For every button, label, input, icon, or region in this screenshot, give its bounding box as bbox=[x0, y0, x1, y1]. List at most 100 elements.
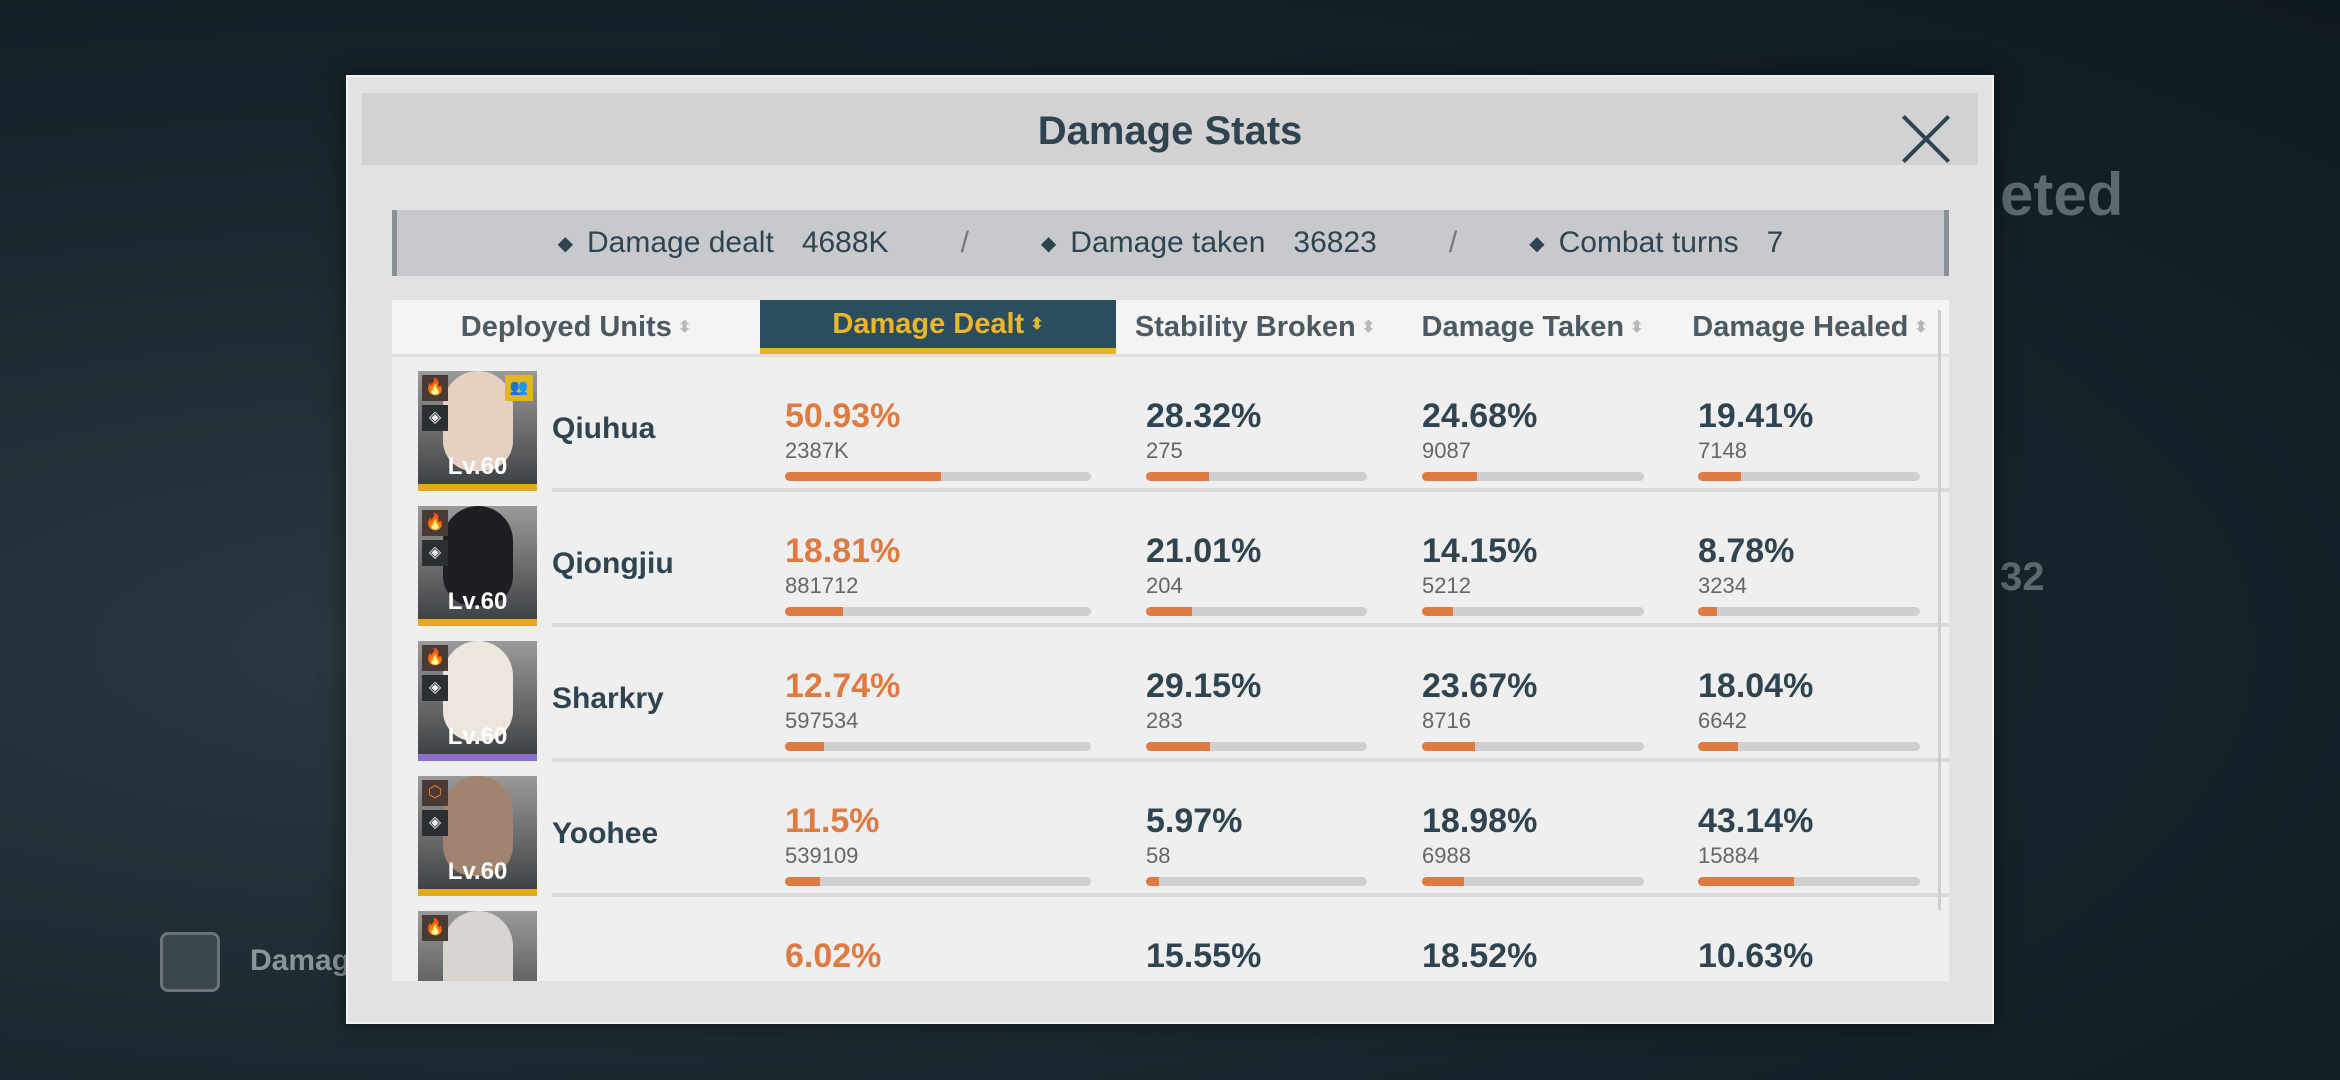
stat-bar-fill bbox=[1422, 472, 1477, 481]
stat-value: 275 bbox=[1146, 438, 1183, 463]
portrait bbox=[443, 911, 513, 981]
stat-bar-fill bbox=[785, 742, 824, 751]
summary-damage-dealt: ◆ Damage dealt 4688K bbox=[558, 226, 889, 260]
stat-bar-fill bbox=[1422, 877, 1465, 886]
table-row[interactable]: 🔥 6.02% 15.55% 18.52% 10.63% bbox=[392, 897, 1949, 981]
summary-bar: ◆ Damage dealt 4688K / ◆ Damage taken 36823 … bbox=[392, 210, 1949, 276]
stat-cell: 15.55% bbox=[1146, 937, 1367, 981]
close-icon[interactable] bbox=[1898, 111, 1954, 167]
unit-list[interactable]: 🔥 ◈ 👥 Lv.60 Qiuhua 50.93% 2387K 28.32% 275 … bbox=[392, 357, 1949, 981]
unit-avatar: 🔥 bbox=[418, 911, 537, 981]
column-label: Stability Broken bbox=[1134, 310, 1356, 343]
stat-cell: 6.02% bbox=[785, 937, 1091, 981]
summary-damage-taken: ◆ Damage taken 36823 bbox=[1041, 226, 1377, 260]
stat-bar bbox=[785, 607, 1091, 616]
stat-value: 5212 bbox=[1422, 573, 1471, 598]
column-stability-broken[interactable]: Stability Broken ⬍ bbox=[1116, 300, 1394, 354]
class-diamond-icon: ◈ bbox=[422, 405, 448, 431]
stat-value: 881712 bbox=[785, 573, 859, 598]
stat-bar-fill bbox=[785, 607, 843, 616]
background-stat-text: 32 bbox=[2000, 555, 2045, 599]
modal-title: Damage Stats bbox=[1037, 109, 1303, 153]
table-row[interactable]: ⬡ ◈ Lv.60 Yoohee 11.5% 539109 5.97% 58 18.… bbox=[392, 762, 1949, 897]
unit-name: Qiuhua bbox=[552, 412, 656, 445]
class-diamond-icon: ◈ bbox=[422, 675, 448, 701]
sort-icon: ⬍ bbox=[1030, 316, 1044, 333]
stat-percent: 50.93% bbox=[785, 397, 901, 435]
separator: / bbox=[960, 226, 969, 259]
diamond-icon: ◆ bbox=[1040, 232, 1057, 255]
sort-icon: ⬍ bbox=[1914, 319, 1928, 336]
stat-bar-fill bbox=[1146, 877, 1160, 886]
unit-name: Yoohee bbox=[552, 817, 659, 850]
unit-name: Sharkry bbox=[552, 682, 664, 715]
stat-value: 2387K bbox=[785, 438, 849, 463]
stat-bar-fill bbox=[1698, 607, 1718, 616]
summary-value: 36823 bbox=[1293, 226, 1377, 259]
sort-icon: ⬍ bbox=[1630, 319, 1644, 336]
stat-cell: 8.78% 3234 bbox=[1698, 532, 1920, 616]
table-row[interactable]: 🔥 ◈ Lv.60 Sharkry 12.74% 597534 29.15% 283… bbox=[392, 627, 1949, 762]
stat-cell: 18.81% 881712 bbox=[785, 532, 1091, 616]
table-row[interactable]: 🔥 ◈ 👥 Lv.60 Qiuhua 50.93% 2387K 28.32% 275 … bbox=[392, 357, 1949, 492]
stat-cell: 5.97% 58 bbox=[1146, 802, 1367, 886]
table-row[interactable]: 🔥 ◈ Lv.60 Qiongjiu 18.81% 881712 21.01% 20… bbox=[392, 492, 1949, 627]
stat-percent: 43.14% bbox=[1698, 802, 1814, 840]
column-damage-taken[interactable]: Damage Taken ⬍ bbox=[1394, 300, 1671, 354]
summary-value: 7 bbox=[1766, 226, 1784, 259]
stat-bar bbox=[1146, 472, 1367, 481]
row-divider bbox=[552, 893, 1949, 897]
stat-value: 15884 bbox=[1698, 843, 1760, 868]
column-label: Damage Dealt bbox=[832, 307, 1025, 340]
stat-value: 3234 bbox=[1698, 573, 1747, 598]
stat-cell: 24.68% 9087 bbox=[1422, 397, 1644, 481]
stat-bar-fill bbox=[1698, 472, 1742, 481]
stat-percent: 19.41% bbox=[1698, 397, 1814, 435]
stat-bar-fill bbox=[785, 877, 821, 886]
stat-bar bbox=[1698, 877, 1920, 886]
rarity-bar bbox=[418, 484, 537, 491]
damage-stats-button-icon[interactable] bbox=[160, 932, 220, 992]
column-label: Damage Taken bbox=[1421, 310, 1625, 343]
stat-bar-fill bbox=[1422, 742, 1475, 751]
stat-bar bbox=[1698, 742, 1920, 751]
background-status-text: eted bbox=[2000, 161, 2124, 228]
fire-icon: 🔥 bbox=[422, 375, 448, 401]
support-icon: 👥 bbox=[505, 375, 533, 401]
stat-bar-fill bbox=[1146, 742, 1211, 751]
damage-stats-button-label[interactable]: Damag bbox=[250, 944, 351, 977]
summary-value: 4688K bbox=[801, 226, 889, 259]
separator: / bbox=[1448, 226, 1458, 259]
stat-percent: 29.15% bbox=[1146, 667, 1262, 705]
stats-table: Deployed Units ⬍ Damage Dealt ⬍ Stability … bbox=[392, 300, 1949, 981]
stat-cell: 11.5% 539109 bbox=[785, 802, 1091, 886]
column-damage-healed[interactable]: Damage Healed ⬍ bbox=[1671, 300, 1949, 354]
stat-cell: 12.74% 597534 bbox=[785, 667, 1091, 751]
unit-avatar: 🔥 ◈ Lv.60 bbox=[418, 506, 537, 626]
stat-bar bbox=[1146, 877, 1367, 886]
stat-cell: 14.15% 5212 bbox=[1422, 532, 1644, 616]
unit-avatar: 🔥 ◈ Lv.60 bbox=[418, 641, 537, 761]
stat-bar bbox=[1698, 472, 1920, 481]
stat-percent: 12.74% bbox=[785, 667, 901, 705]
unit-level: Lv.60 bbox=[447, 453, 508, 480]
column-label: Damage Healed bbox=[1692, 310, 1909, 343]
column-deployed-units[interactable]: Deployed Units ⬍ bbox=[392, 300, 760, 354]
stat-value: 6642 bbox=[1698, 708, 1747, 733]
stat-value: 204 bbox=[1146, 573, 1183, 598]
stat-cell: 18.04% 6642 bbox=[1698, 667, 1920, 751]
summary-label: Combat turns bbox=[1558, 226, 1739, 259]
rarity-bar bbox=[418, 889, 537, 896]
column-damage-dealt[interactable]: Damage Dealt ⬍ bbox=[760, 300, 1116, 354]
stat-percent: 21.01% bbox=[1146, 532, 1262, 570]
stat-value: 7148 bbox=[1698, 438, 1747, 463]
stat-bar-fill bbox=[1146, 472, 1209, 481]
stat-percent: 28.32% bbox=[1146, 397, 1262, 435]
unit-name: Qiongjiu bbox=[552, 547, 674, 580]
stat-bar bbox=[1698, 607, 1920, 616]
stat-bar bbox=[1146, 742, 1367, 751]
scrollbar[interactable] bbox=[1938, 310, 1941, 910]
unit-level: Lv.60 bbox=[447, 858, 508, 885]
stat-bar-fill bbox=[1146, 607, 1193, 616]
stat-bar bbox=[1422, 607, 1644, 616]
